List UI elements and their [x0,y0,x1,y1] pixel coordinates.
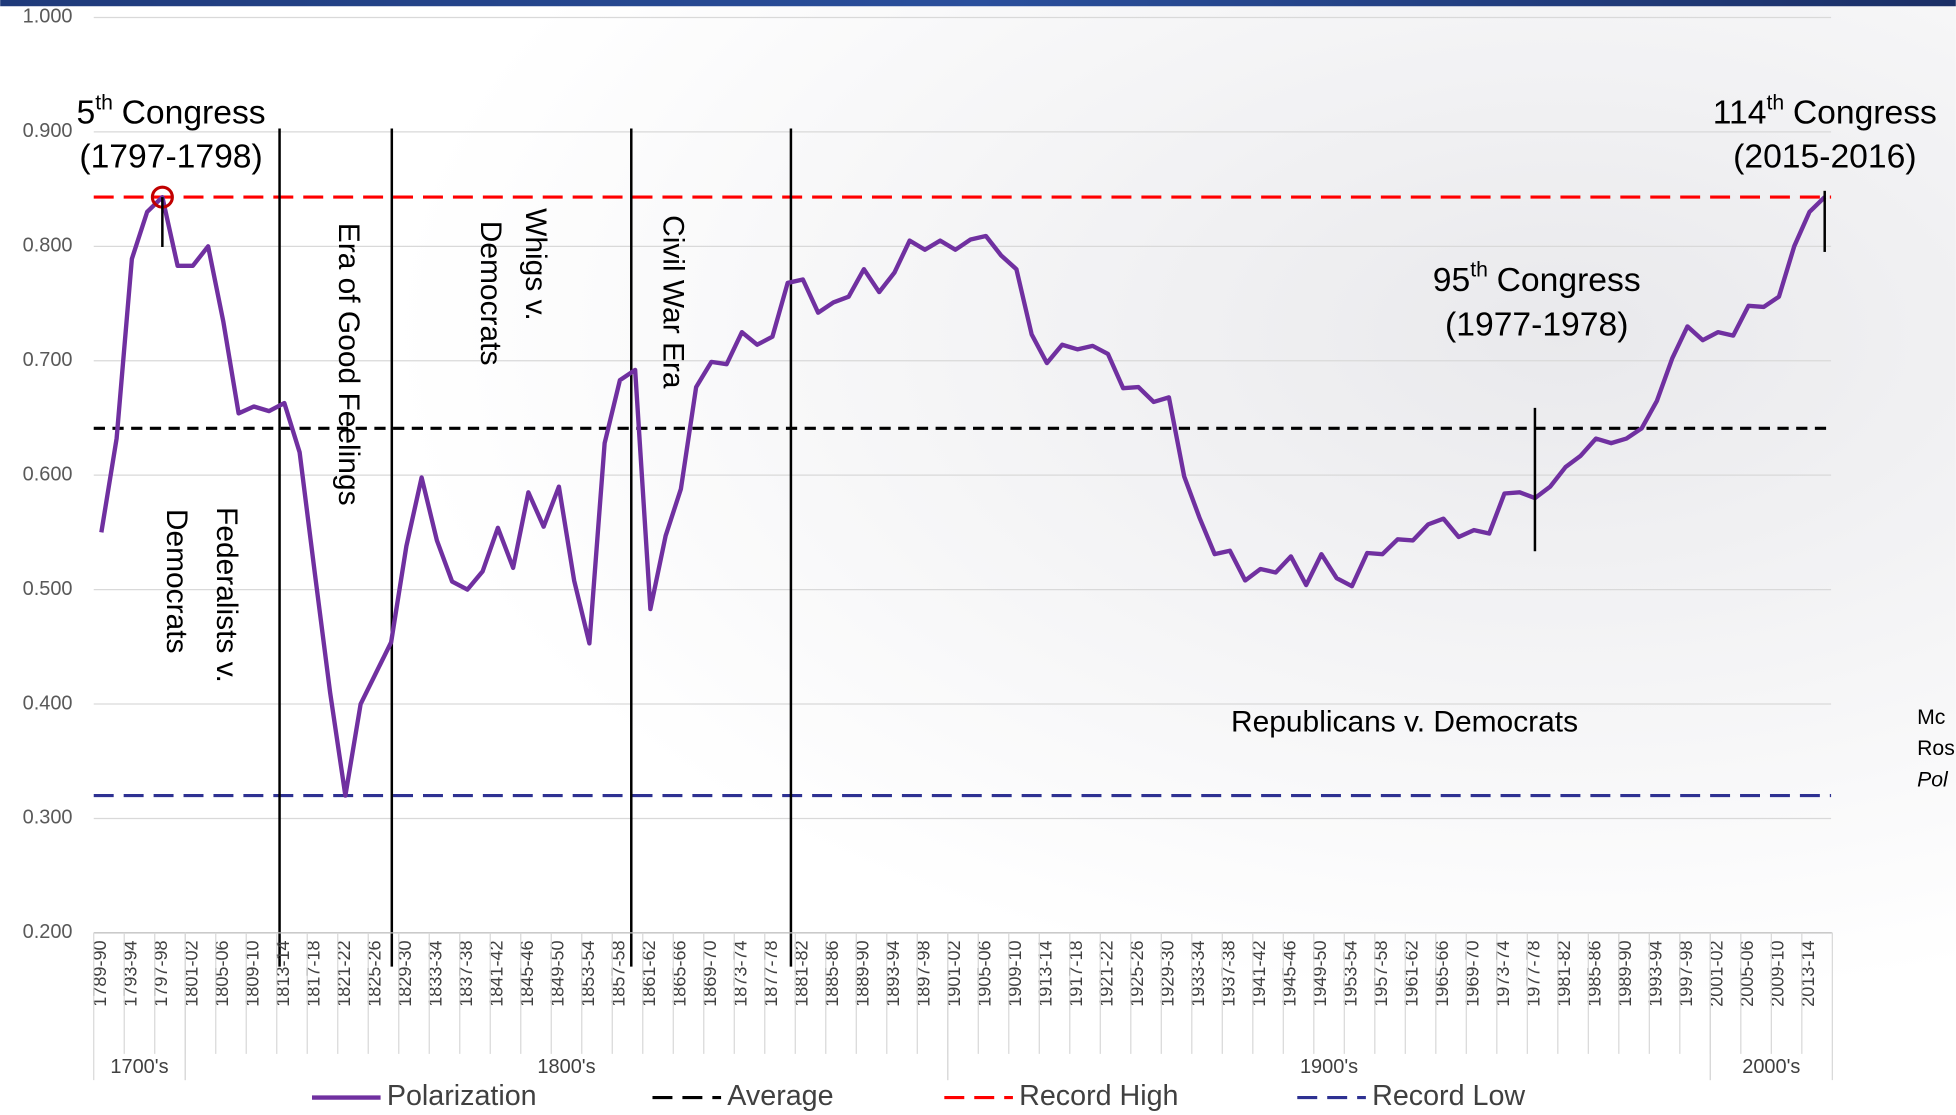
congress-number: 95 [1433,262,1470,299]
congress-years: (1797-1798) [79,138,262,175]
era-label: Republicans v. Democrats [1231,705,1578,738]
congress-years: (2015-2016) [1733,138,1916,175]
y-tick-label: 0.400 [23,692,73,714]
congress-word: Congress [122,95,266,132]
y-tick-label: 0.600 [23,463,73,485]
source-text: Mc [1917,706,1946,729]
source-text: Pol [1917,768,1949,791]
group-label: 1800's [537,1056,595,1078]
page: 0.200 0.300 0.400 0.500 0.600 0.700 0.800 0.900… [0,0,1956,1115]
legend-label: Record Low [1372,1080,1525,1112]
group-label: 1900's [1300,1056,1358,1078]
y-tick-label: 0.700 [23,349,73,371]
era-label: Federalists v. [210,507,243,683]
congress-word: Congress [1793,95,1937,132]
y-tick-label: 0.200 [23,921,73,943]
congress-label: 114th Congress [1713,91,1937,132]
congress-number: 5 [76,95,95,132]
y-tick-label: 0.900 [23,120,73,142]
congress-suffix: th [1766,91,1784,114]
legend-label: Record High [1019,1080,1178,1112]
y-tick-label: 0.300 [23,807,73,829]
group-label: 1700's [110,1056,168,1078]
group-label: 2000's [1742,1056,1800,1078]
legend-label: Average [727,1080,833,1112]
era-label: Whigs v. [519,208,552,321]
congress-suffix: th [95,91,113,114]
top-bar [0,0,1956,6]
congress-label: 95th Congress [1433,258,1641,299]
source-text: Ros [1917,737,1955,760]
congress-years: (1977-1978) [1445,307,1628,344]
y-tick-label: 0.800 [23,235,73,257]
congress-word: Congress [1497,262,1641,299]
era-label: Democrats [160,509,193,654]
y-tick-label: 0.500 [23,578,73,600]
era-label: Civil War Era [656,215,689,389]
chart: 0.200 0.300 0.400 0.500 0.600 0.700 0.800 0.900… [0,0,1956,1115]
congress-number: 114 [1713,95,1767,132]
y-tick-label: 1.000 [23,6,73,28]
congress-suffix: th [1470,258,1488,281]
era-label: Era of Good Feelings [332,223,365,506]
era-label: Democrats [474,221,507,366]
legend-label: Polarization [387,1080,537,1112]
